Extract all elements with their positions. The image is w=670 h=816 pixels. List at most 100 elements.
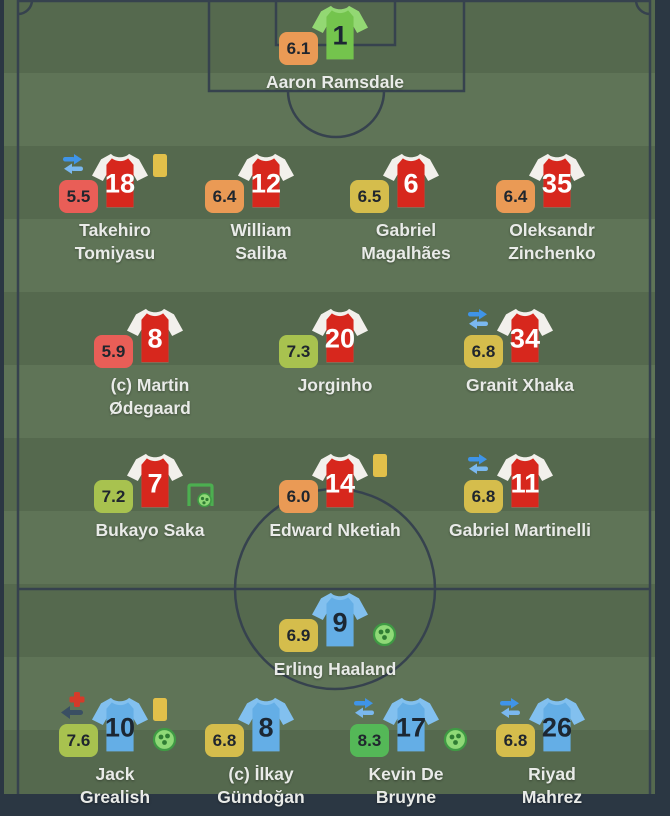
player-takehiro-tomiyasu[interactable]: 18 5.5 Takehiro Tomiyasu xyxy=(35,153,195,263)
shirt-body xyxy=(252,158,280,208)
rating-badge: 5.9 xyxy=(94,335,133,368)
player-name-line: Gabriel Martinelli xyxy=(449,520,591,540)
player-name-line: Gündoğan xyxy=(217,787,305,807)
shirt-number: 20 xyxy=(325,323,355,354)
player-name-line: Saliba xyxy=(235,243,287,263)
player-jorginho[interactable]: 20 7.3 Jorginho xyxy=(255,308,415,395)
player-name: Kevin De Bruyne xyxy=(326,763,486,809)
player-shirt: 14 xyxy=(312,453,368,508)
goal-icon xyxy=(372,622,397,647)
shirt-body xyxy=(106,702,134,752)
player-name: Erling Haaland xyxy=(255,658,415,681)
rating-badge: 7.2 xyxy=(94,480,133,513)
shirt-body xyxy=(543,702,571,752)
player-name-line: Aaron Ramsdale xyxy=(265,72,405,92)
player-name-line: Kevin De xyxy=(368,764,444,784)
player-shirt: 18 xyxy=(92,153,148,208)
player-name-line: Granit Xhaka xyxy=(466,375,574,395)
kit-area: 11 6.8 xyxy=(440,453,600,513)
yellow-card-icon xyxy=(373,454,387,477)
substitution-icon xyxy=(468,454,488,474)
player-name-line: Zinchenko xyxy=(508,243,596,263)
player-name: Bukayo Saka xyxy=(70,519,230,542)
rating-badge: 6.5 xyxy=(350,180,389,213)
player-name-line: (c) Martin xyxy=(110,375,190,395)
player--c-i-lkay-g-ndo-an[interactable]: 8 6.8 (c) İlkay Gündoğan xyxy=(181,697,341,807)
player-shirt: 10 xyxy=(92,697,148,752)
shirt-number: 1 xyxy=(332,20,347,51)
injury-substitution-icon xyxy=(61,692,85,719)
player-erling-haaland[interactable]: 9 6.9 Erling Haaland xyxy=(255,592,415,679)
player-jack-grealish[interactable]: 10 7.6 Jack Grealish xyxy=(35,692,195,807)
kit-area: 7 7.2 xyxy=(70,453,230,513)
player-name: Oleksandr Zinchenko xyxy=(472,219,632,265)
shirt-body xyxy=(252,702,280,752)
rating-badge: 6.1 xyxy=(279,32,318,65)
player-shirt: 11 xyxy=(497,453,553,508)
player-edward-nketiah[interactable]: 14 6.0 Edward Nketiah xyxy=(255,453,415,540)
player-name-line: Jorginho xyxy=(297,375,373,395)
shirt-body xyxy=(326,10,354,60)
player-kevin-de-bruyne[interactable]: 17 8.3 Kevin De Bruyne xyxy=(326,697,486,807)
player-shirt: 8 xyxy=(238,697,294,752)
kit-area: 9 6.9 xyxy=(255,592,415,652)
player-name-line: Oleksandr xyxy=(509,220,595,240)
rating-badge: 6.9 xyxy=(279,619,318,652)
player-name: (c) İlkay Gündoğan xyxy=(181,763,341,809)
player-name-line: Ødegaard xyxy=(109,398,191,418)
player-name-line: Bruyne xyxy=(375,787,437,807)
rating-badge: 6.4 xyxy=(496,180,535,213)
substitution-icon xyxy=(63,154,83,174)
kit-area: 18 5.5 xyxy=(35,153,195,213)
player-name: Riyad Mahrez xyxy=(472,763,632,809)
rating-badge: 6.4 xyxy=(205,180,244,213)
goal-icon xyxy=(443,727,468,752)
rating-badge: 6.8 xyxy=(464,335,503,368)
player-name: Jorginho xyxy=(255,374,415,397)
player-shirt: 35 xyxy=(529,153,585,208)
shirt-body xyxy=(141,458,169,508)
player-shirt: 26 xyxy=(529,697,585,752)
player-name-line: Magalhães xyxy=(361,243,451,263)
rating-badge: 7.3 xyxy=(279,335,318,368)
player-bukayo-saka[interactable]: 7 7.2 Bukayo Saka xyxy=(70,453,230,540)
player-gabriel-magalh-es[interactable]: 6 6.5 Gabriel Magalhães xyxy=(326,153,486,263)
player-aaron-ramsdale[interactable]: 1 6.1 Aaron Ramsdale xyxy=(255,5,415,92)
kit-area: 26 6.8 xyxy=(472,697,632,757)
shirt-number: 18 xyxy=(105,168,135,199)
shirt-number: 34 xyxy=(510,323,540,354)
substitution-icon xyxy=(500,698,520,718)
rating-badge: 7.6 xyxy=(59,724,98,757)
player-name: Granit Xhaka xyxy=(440,374,600,397)
shirt-number: 12 xyxy=(251,168,281,199)
shirt-body xyxy=(397,702,425,752)
shirt-number: 6 xyxy=(403,168,418,199)
substitution-icon xyxy=(354,698,374,718)
shirt-number: 8 xyxy=(147,323,162,354)
shirt-body xyxy=(397,158,425,208)
shirt-number: 8 xyxy=(258,712,273,743)
player-william-saliba[interactable]: 12 6.4 William Saliba xyxy=(181,153,341,263)
kit-area: 8 5.9 xyxy=(70,308,230,368)
shirt-number: 26 xyxy=(542,712,572,743)
player-gabriel-martinelli[interactable]: 11 6.8 Gabriel Martinelli xyxy=(440,453,600,540)
player-name-line: Edward Nketiah xyxy=(269,520,401,540)
rating-badge: 8.3 xyxy=(350,724,389,757)
shirt-body xyxy=(511,458,539,508)
player-name-line: Tomiyasu xyxy=(74,243,156,263)
shirt-body xyxy=(141,313,169,363)
player-name: Gabriel Martinelli xyxy=(440,519,600,542)
rating-badge: 5.5 xyxy=(59,180,98,213)
shirt-number: 10 xyxy=(105,712,135,743)
player-riyad-mahrez[interactable]: 26 6.8 Riyad Mahrez xyxy=(472,697,632,807)
yellow-card-icon xyxy=(153,154,167,177)
rating-badge: 6.8 xyxy=(496,724,535,757)
player--c-martin-degaard[interactable]: 8 5.9 (c) Martin Ødegaard xyxy=(70,308,230,418)
player-oleksandr-zinchenko[interactable]: 35 6.4 Oleksandr Zinchenko xyxy=(472,153,632,263)
player-granit-xhaka[interactable]: 34 6.8 Granit Xhaka xyxy=(440,308,600,395)
player-shirt: 7 xyxy=(127,453,183,508)
player-name-line: Riyad xyxy=(528,764,576,784)
kit-area: 8 6.8 xyxy=(181,697,341,757)
shirt-number: 14 xyxy=(325,468,355,499)
